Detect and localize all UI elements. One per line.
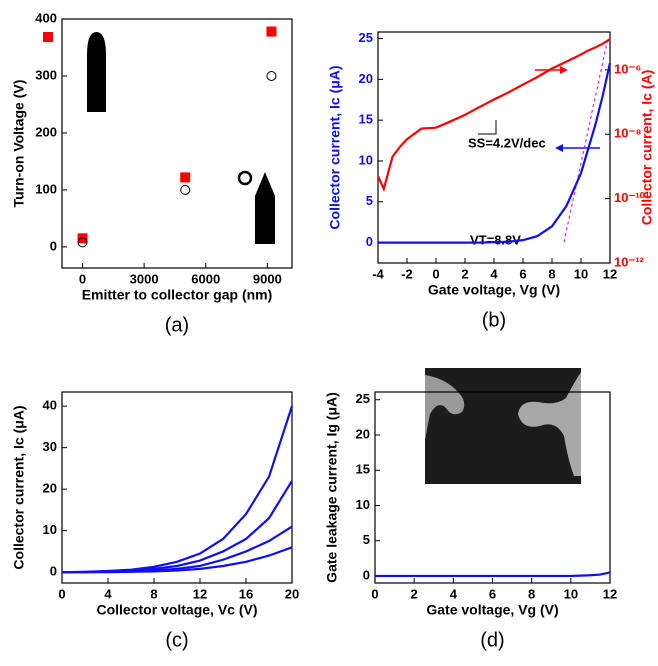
x-tick-label: 8 (548, 266, 555, 281)
x-tick-label: 2 (461, 266, 468, 281)
y2-tick-label: 10⁻¹² (614, 254, 645, 269)
x-tick-label: 8 (528, 586, 535, 601)
y-tick-label: 5 (363, 532, 370, 547)
y-tick-label: 200 (35, 124, 57, 139)
y-tick-label: 10 (359, 152, 373, 167)
y2-axis-title: Collector current, Ic (A) (639, 70, 655, 226)
x-tick-label: 16 (239, 586, 253, 601)
tangent-line (563, 37, 609, 243)
data-point (266, 26, 277, 37)
y-tick-label: 25 (359, 30, 373, 45)
x-tick-label: 6 (519, 266, 526, 281)
y-tick-label: 5 (366, 193, 373, 208)
x-tick-label: 10 (564, 586, 578, 601)
x-tick-label: 3000 (130, 271, 159, 286)
x-tick-label: 20 (285, 586, 299, 601)
rounded-tip-icon (87, 32, 106, 112)
x-tick-label: 9000 (253, 271, 282, 286)
slope-bracket (478, 120, 497, 135)
y2-tick-label: 10⁻¹⁰ (614, 190, 646, 205)
data-line (376, 38, 611, 193)
arrowhead (555, 144, 563, 152)
y-tick-label: 20 (43, 481, 57, 496)
arrowhead (560, 66, 568, 74)
y-tick-label: 0 (50, 564, 57, 579)
y-tick-label: 100 (35, 181, 57, 196)
legend-marker (237, 170, 253, 186)
x-axis-title: Collector voltage, Vc (V) (96, 602, 257, 618)
x-axis-title: Gate voltage, Vg (V) (428, 282, 560, 298)
x-tick-label: -2 (401, 266, 413, 281)
inset-electrode (518, 372, 581, 476)
x-tick-label: 6 (489, 586, 496, 601)
x-tick-label: 4 (104, 586, 112, 601)
data-point (266, 70, 277, 81)
plot-frame (61, 18, 293, 269)
y-tick-label: 300 (35, 67, 57, 82)
x-tick-label: 12 (603, 266, 617, 281)
data-line (378, 62, 612, 244)
y-tick-label: 0 (363, 567, 370, 582)
x-tick-label: 4 (450, 586, 458, 601)
y-tick-label: 400 (35, 10, 57, 25)
y-axis-title: Turn-on Voltage (V) (11, 80, 27, 208)
y-tick-label: 30 (43, 439, 57, 454)
x-axis-title: Gate voltage, Vg (V) (426, 602, 558, 618)
y-tick-label: 20 (356, 426, 370, 441)
legend-marker (43, 32, 53, 42)
x-tick-label: 0 (432, 266, 439, 281)
data-point (180, 184, 191, 195)
y2-tick-label: 10⁻⁶ (614, 61, 641, 76)
y-tick-label: 15 (359, 112, 373, 127)
x-tick-label: 0 (58, 586, 65, 601)
inset-electrode (425, 375, 465, 440)
panel-label: (c) (165, 629, 188, 651)
data-point (77, 237, 88, 248)
x-tick-label: 4 (490, 266, 498, 281)
y-tick-label: 40 (43, 398, 57, 413)
x-tick-label: 6000 (191, 271, 220, 286)
y-tick-label: 25 (356, 391, 370, 406)
panel-label: (d) (480, 629, 504, 651)
y-axis-title: Collector current, Ic (μA) (11, 405, 27, 569)
data-point (180, 172, 191, 183)
panel-label: (a) (165, 314, 189, 336)
data-line (62, 546, 293, 574)
x-tick-label: 0 (79, 271, 86, 286)
plot-frame (61, 391, 293, 584)
y-tick-label: 10 (356, 497, 370, 512)
y-tick-label: 15 (356, 462, 370, 477)
data-point (77, 233, 88, 244)
annotation: SS=4.2V/dec (468, 135, 546, 150)
y-axis-title: Gate leakage current, Ig (μA) (324, 392, 340, 583)
x-tick-label: -4 (372, 266, 384, 281)
x-axis-title: Emitter to collector gap (nm) (82, 287, 273, 303)
x-tick-label: 12 (193, 586, 207, 601)
x-tick-label: 8 (150, 586, 157, 601)
sharp-tip-icon (255, 172, 275, 244)
y-tick-label: 0 (366, 234, 373, 249)
x-tick-label: 0 (371, 586, 378, 601)
y-tick-label: 10 (43, 522, 57, 537)
x-tick-label: 10 (574, 266, 588, 281)
y-tick-label: 0 (50, 238, 57, 253)
y-tick-label: 20 (359, 71, 373, 86)
y2-tick-label: 10⁻⁸ (614, 126, 641, 141)
y-axis-title: Collector current, Ic (μA) (327, 65, 343, 229)
data-line (375, 571, 611, 578)
annotation: VT=8.8V (470, 232, 521, 247)
x-tick-label: 12 (603, 586, 617, 601)
panel-label: (b) (482, 309, 506, 331)
x-tick-label: 2 (411, 586, 418, 601)
